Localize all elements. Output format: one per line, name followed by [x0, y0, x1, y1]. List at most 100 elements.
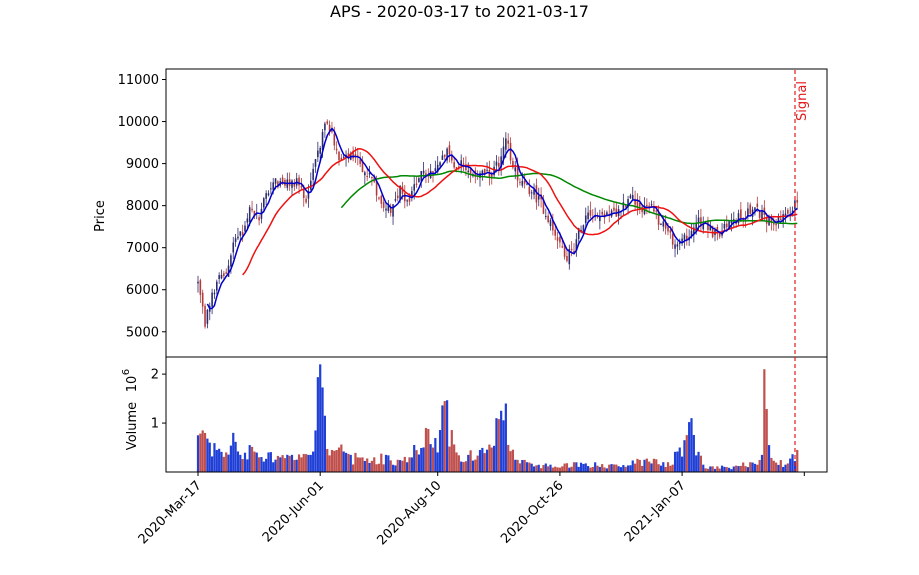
candle-body	[441, 155, 444, 160]
volume-bar	[448, 446, 451, 472]
volume-bar	[300, 457, 303, 472]
candle-body	[646, 204, 648, 206]
volume-bar	[215, 449, 218, 472]
volume-bar	[471, 460, 475, 472]
volume-bar	[431, 447, 435, 472]
volume-bar	[572, 462, 576, 472]
volume-bar	[434, 438, 437, 472]
volume-bar	[203, 432, 207, 472]
volume-bar	[706, 468, 710, 472]
volume-bar	[786, 463, 789, 472]
candle-body	[568, 248, 571, 265]
volume-bar	[615, 464, 618, 472]
volume-bar	[504, 403, 507, 472]
candle-body	[453, 162, 455, 168]
volume-bar	[728, 467, 731, 472]
volume-bar	[319, 364, 322, 472]
volume-bar	[326, 448, 329, 472]
volume-bar	[683, 440, 686, 472]
volume-bar	[225, 452, 228, 472]
volume-bar	[232, 432, 235, 472]
candle-body	[338, 151, 340, 161]
candle-body	[241, 232, 244, 236]
candle-body	[629, 195, 632, 199]
volume-bar	[563, 463, 566, 472]
candle-body	[312, 168, 314, 180]
volume-bar	[269, 452, 272, 472]
candle-body	[622, 202, 625, 210]
volume-bar	[290, 454, 294, 472]
candle-body	[533, 189, 535, 195]
volume-bar	[540, 468, 543, 472]
price-panel	[197, 119, 799, 329]
volume-bar	[352, 464, 355, 472]
volume-bar	[349, 454, 352, 472]
volume-bar	[441, 405, 444, 472]
candle-body	[683, 234, 686, 240]
volume-bar	[603, 467, 606, 472]
candle-body	[723, 223, 726, 229]
volume-bar	[782, 466, 785, 472]
candle-body	[307, 191, 310, 199]
candle-body	[204, 305, 206, 327]
candle-body	[244, 225, 246, 232]
candle-body	[359, 159, 361, 164]
volume-bar	[450, 430, 453, 472]
volume-bar	[302, 453, 305, 472]
volume-bar	[370, 460, 373, 472]
candle-body	[655, 210, 658, 212]
volume-bar	[509, 451, 512, 472]
candle-body	[281, 177, 284, 185]
volume-bar	[732, 466, 735, 472]
volume-bar	[380, 453, 383, 472]
volume-bar	[657, 464, 660, 472]
volume-bar	[305, 454, 308, 472]
volume-bar	[248, 445, 251, 472]
price-axes-frame	[165, 68, 828, 358]
volume-bar	[777, 464, 780, 472]
volume-bar	[274, 459, 277, 472]
candle-body	[650, 204, 653, 206]
candle-body	[460, 160, 462, 166]
volume-bar	[796, 449, 799, 472]
candle-body	[486, 169, 488, 171]
candle-body	[718, 233, 721, 237]
volume-bar	[789, 458, 792, 472]
volume-bar	[664, 467, 667, 472]
ma-fast-line	[206, 127, 798, 310]
volume-bar	[584, 463, 587, 472]
volume-bar	[213, 443, 216, 472]
candle-body	[765, 217, 768, 224]
volume-bar	[199, 433, 202, 472]
candle-body	[380, 195, 383, 204]
volume-bar	[488, 444, 491, 472]
volume-bar	[735, 465, 738, 472]
candle-body	[554, 229, 556, 236]
volume-bar	[619, 467, 623, 472]
candle-body	[545, 215, 547, 217]
candle-body	[321, 131, 324, 150]
candle-body	[366, 175, 368, 177]
volume-bar	[692, 434, 695, 472]
candle-body	[796, 199, 799, 203]
volume-bar	[587, 466, 590, 472]
volume-exponent-power: 6	[121, 369, 132, 375]
axes-layer: 5000 6000 7000 8000 9000 10000 11000 1 2 2020-Mar…	[118, 73, 805, 548]
volume-bar	[542, 465, 545, 472]
volume-bar	[272, 462, 275, 472]
volume-bar	[634, 463, 637, 472]
volume-bar	[485, 449, 489, 472]
candle-body	[563, 244, 566, 257]
volume-bar	[650, 463, 653, 472]
volume-bar	[356, 457, 359, 472]
candle-body	[411, 191, 413, 198]
volume-bar	[265, 458, 268, 472]
candle-body	[657, 211, 660, 225]
candle-body	[406, 200, 408, 202]
volume-bar	[565, 463, 569, 472]
candle-body	[467, 170, 470, 173]
volume-bar	[507, 444, 510, 472]
volume-bar	[478, 449, 482, 472]
volume-bar	[655, 459, 658, 472]
volume-bar	[554, 466, 557, 472]
